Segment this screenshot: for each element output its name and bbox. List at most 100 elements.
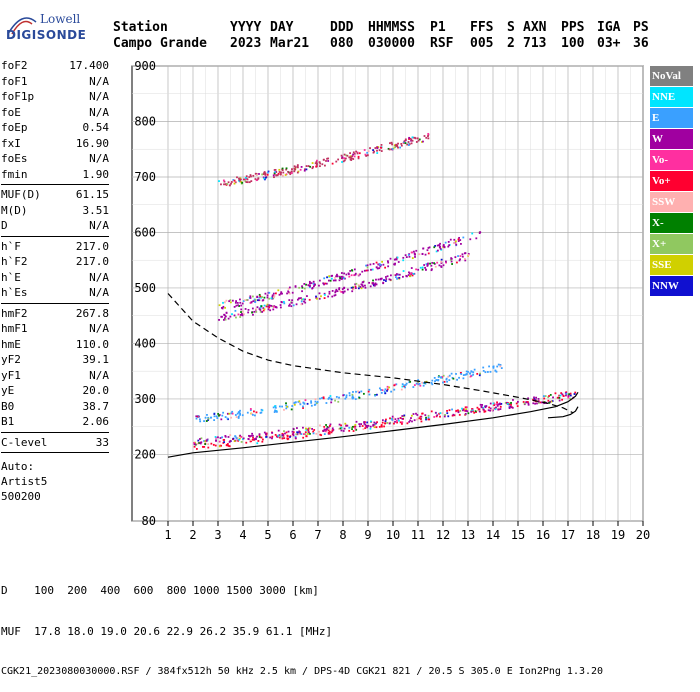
echo-point bbox=[401, 422, 403, 425]
echo-point bbox=[250, 180, 253, 183]
param-name: C-level bbox=[1, 435, 48, 449]
echo-point bbox=[471, 232, 474, 235]
echo-point bbox=[394, 146, 396, 149]
echo-point bbox=[497, 363, 500, 366]
echo-point bbox=[239, 412, 241, 415]
param-value: N/A bbox=[89, 322, 109, 335]
echo-point bbox=[239, 180, 241, 183]
echo-point bbox=[417, 383, 420, 386]
echo-point bbox=[407, 274, 410, 276]
echo-point bbox=[435, 415, 438, 418]
echo-point bbox=[499, 365, 502, 368]
echo-point bbox=[215, 439, 217, 442]
echo-point bbox=[223, 301, 226, 304]
echo-point bbox=[435, 379, 438, 381]
echo-point bbox=[327, 398, 330, 400]
echo-point bbox=[492, 366, 495, 369]
echo-point bbox=[351, 428, 353, 430]
echo-point bbox=[394, 274, 397, 277]
echo-point bbox=[251, 295, 254, 298]
param-name: foF1 bbox=[1, 74, 28, 88]
echo-point bbox=[440, 260, 443, 263]
param-name: foF2 bbox=[1, 59, 28, 72]
echo-point bbox=[262, 173, 265, 176]
echo-point bbox=[303, 402, 306, 405]
echo-point bbox=[523, 402, 526, 405]
echo-point bbox=[438, 264, 441, 267]
echo-point bbox=[335, 288, 338, 291]
legend-item-x-: X+ bbox=[650, 234, 693, 254]
echo-point bbox=[299, 168, 302, 171]
echo-point bbox=[271, 295, 274, 298]
echo-point bbox=[314, 283, 316, 286]
echo-point bbox=[285, 173, 288, 176]
x-tick-label: 13 bbox=[461, 528, 475, 542]
echo-point bbox=[296, 171, 299, 174]
echo-point bbox=[239, 413, 242, 416]
echo-point bbox=[216, 417, 219, 419]
echo-point bbox=[269, 309, 272, 312]
echo-point bbox=[316, 159, 318, 162]
header-label-11: PS bbox=[633, 20, 649, 35]
echo-point bbox=[350, 274, 353, 277]
x-tick-label: 6 bbox=[289, 528, 296, 542]
echo-point bbox=[248, 181, 251, 184]
echo-point bbox=[423, 264, 426, 266]
echo-point bbox=[418, 417, 421, 420]
echo-point bbox=[328, 275, 331, 278]
echo-point bbox=[236, 176, 238, 179]
echo-point bbox=[433, 262, 436, 265]
echo-point bbox=[233, 440, 236, 443]
echo-point bbox=[415, 249, 418, 252]
echo-point bbox=[273, 294, 276, 297]
echo-point bbox=[281, 174, 284, 177]
echo-point bbox=[419, 418, 422, 420]
echo-point bbox=[319, 433, 322, 436]
echo-point bbox=[386, 385, 389, 388]
echo-point bbox=[224, 183, 227, 186]
echo-point bbox=[231, 410, 234, 413]
echo-point bbox=[314, 162, 317, 165]
echo-point bbox=[527, 397, 530, 400]
echo-point bbox=[376, 149, 378, 152]
echo-point bbox=[304, 427, 307, 430]
echo-point bbox=[384, 420, 387, 423]
echo-point bbox=[259, 309, 262, 311]
echo-point bbox=[346, 288, 349, 291]
echo-point bbox=[396, 421, 398, 424]
param-row: yF1 N/A bbox=[1, 368, 109, 384]
echo-point bbox=[491, 409, 493, 411]
echo-point bbox=[344, 397, 347, 400]
echo-point bbox=[294, 168, 296, 171]
echo-point bbox=[404, 138, 407, 141]
echo-point bbox=[241, 181, 244, 184]
echo-point bbox=[286, 405, 289, 408]
echo-point bbox=[197, 439, 200, 442]
echo-point bbox=[308, 280, 311, 283]
echo-point bbox=[393, 417, 395, 420]
echo-point bbox=[324, 164, 326, 167]
echo-point bbox=[456, 378, 458, 381]
echo-point bbox=[391, 143, 393, 146]
echo-point bbox=[544, 395, 547, 397]
legend-item-nne: NNE bbox=[650, 87, 693, 107]
echo-point bbox=[382, 263, 385, 266]
echo-point bbox=[291, 168, 293, 171]
echo-point bbox=[473, 368, 476, 371]
echo-point bbox=[261, 299, 264, 302]
echo-point bbox=[276, 174, 278, 177]
echo-point bbox=[253, 438, 256, 440]
y-tick-label: 400 bbox=[134, 336, 156, 350]
echo-point bbox=[413, 384, 416, 387]
footer-muf-line: MUF 17.8 18.0 19.0 20.6 22.9 26.2 35.9 6… bbox=[1, 624, 333, 638]
echo-point bbox=[328, 430, 331, 433]
echo-point bbox=[409, 380, 412, 383]
echo-point bbox=[244, 180, 247, 183]
echo-point bbox=[377, 278, 380, 281]
echo-point bbox=[400, 142, 403, 145]
echo-point bbox=[364, 427, 367, 430]
echo-point bbox=[354, 427, 357, 430]
echo-point bbox=[252, 174, 255, 177]
echo-point bbox=[414, 256, 416, 258]
legend-item-noval: NoVal bbox=[650, 66, 693, 86]
